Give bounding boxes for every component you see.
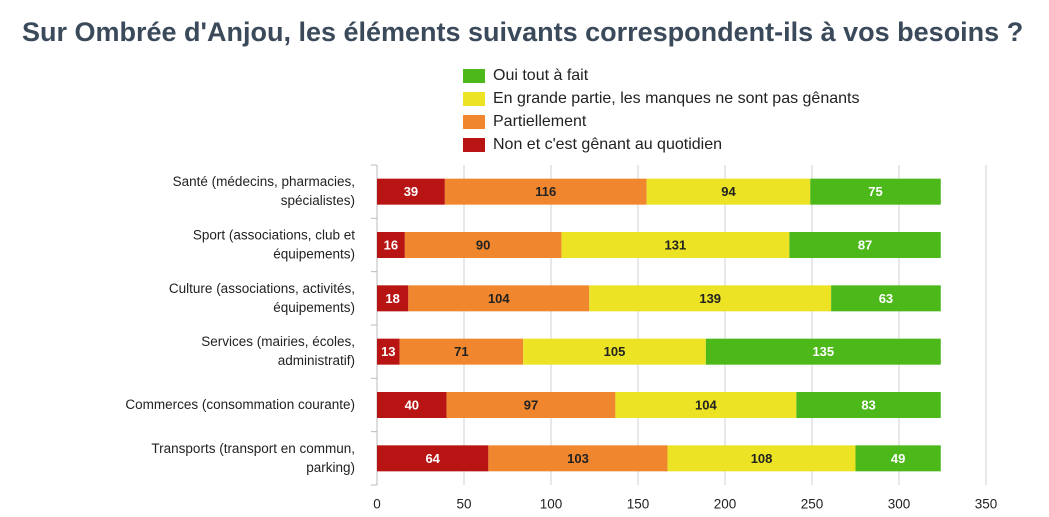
bar-segment	[377, 285, 409, 312]
data-label: 94	[721, 184, 736, 199]
data-label: 39	[404, 184, 418, 199]
y-tick-label: Sport (associations, club et équipements)	[193, 227, 355, 261]
x-tick-label: 250	[801, 497, 824, 512]
x-tick-label: 0	[373, 497, 381, 512]
bar-segment	[377, 338, 400, 365]
data-label: 139	[699, 291, 721, 306]
legend-label: En grande partie, les manques ne sont pa…	[493, 90, 859, 107]
data-label: 97	[524, 397, 538, 412]
bar-segment	[705, 338, 941, 365]
bar-segment	[377, 445, 489, 472]
data-label: 87	[858, 237, 872, 252]
data-label: 105	[604, 344, 626, 359]
bar-segment	[810, 178, 941, 205]
bar-segment	[615, 392, 797, 418]
bar-segment	[523, 338, 706, 365]
legend-swatch	[463, 92, 485, 106]
chart-title: Sur Ombrée d'Anjou, les éléments suivant…	[22, 17, 1023, 47]
y-tick-label: Transports (transport en commun, parking)	[151, 440, 355, 474]
bar-segment	[377, 178, 445, 205]
legend-swatch	[463, 115, 485, 129]
data-label: 75	[868, 184, 882, 199]
data-label: 104	[695, 397, 717, 412]
data-label: 49	[891, 451, 905, 466]
legend-label: Oui tout à fait	[493, 67, 589, 84]
y-tick-label: Commerces (consommation courante)	[125, 397, 355, 412]
bar-segment	[855, 445, 941, 472]
bar-segment	[561, 232, 790, 258]
data-label: 40	[405, 397, 419, 412]
data-label: 108	[751, 451, 773, 466]
data-label: 90	[476, 237, 490, 252]
y-tick-label: Santé (médecins, pharmacies, spécialistes…	[173, 174, 355, 208]
bar-segment	[789, 232, 941, 258]
data-label: 104	[488, 291, 510, 306]
bar-segment	[444, 178, 647, 205]
bar-segment	[377, 392, 447, 418]
bar-segment	[446, 392, 616, 418]
bar-segment	[377, 232, 405, 258]
x-tick-label: 50	[456, 497, 471, 512]
bar-segment	[408, 285, 590, 312]
data-label: 131	[665, 237, 687, 252]
legend-swatch	[463, 138, 485, 152]
bar-segment	[399, 338, 524, 365]
data-label: 18	[385, 291, 399, 306]
x-tick-label: 100	[540, 497, 563, 512]
legend-label: Partiellement	[493, 113, 587, 130]
data-label: 71	[454, 344, 468, 359]
x-tick-label: 200	[714, 497, 737, 512]
bar-segment	[589, 285, 832, 312]
data-label: 13	[381, 344, 395, 359]
x-tick-label: 350	[975, 497, 998, 512]
data-label: 83	[861, 397, 875, 412]
bar-segment	[488, 445, 668, 472]
bar-segment	[404, 232, 562, 258]
bar-segment	[667, 445, 856, 472]
data-label: 16	[384, 237, 398, 252]
data-label: 116	[535, 184, 556, 199]
bar-segment	[646, 178, 811, 205]
x-tick-label: 300	[888, 497, 911, 512]
data-label: 135	[812, 344, 834, 359]
data-label: 63	[879, 291, 893, 306]
y-tick-label: Culture (associations, activités, équipem…	[169, 280, 355, 314]
bar-segment	[796, 392, 941, 418]
data-label: 64	[425, 451, 440, 466]
data-label: 103	[567, 451, 589, 466]
x-tick-label: 150	[627, 497, 650, 512]
bar-segment	[831, 285, 941, 312]
legend-swatch	[463, 69, 485, 83]
legend-label: Non et c'est gênant au quotidien	[493, 136, 722, 153]
y-tick-label: Services (mairies, écoles, administratif)	[201, 334, 355, 368]
